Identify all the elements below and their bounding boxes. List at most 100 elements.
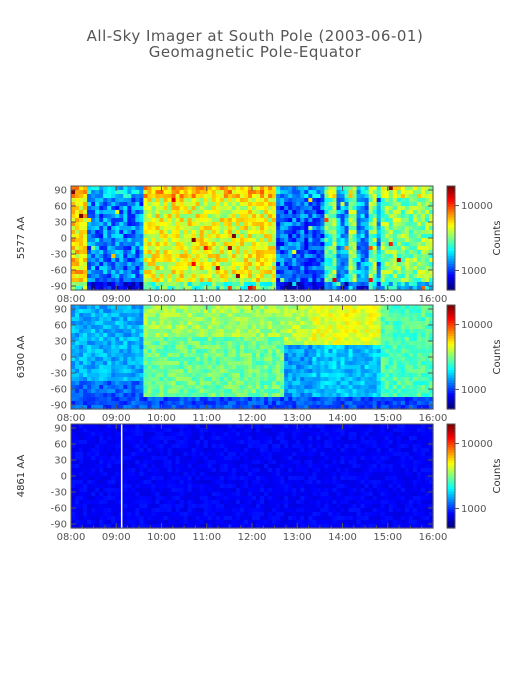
- heatmap-cell: [219, 341, 225, 346]
- heatmap-cell: [332, 345, 338, 350]
- heatmap-cell: [388, 305, 394, 310]
- heatmap-cell: [175, 194, 181, 199]
- heatmap-cell: [384, 282, 390, 287]
- heatmap-cell: [336, 282, 342, 287]
- heatmap-cell: [372, 309, 378, 314]
- heatmap-cell: [268, 274, 273, 279]
- heatmap-cell: [360, 230, 366, 235]
- heatmap-cell: [243, 333, 249, 338]
- heatmap-cell: [91, 210, 96, 215]
- heatmap-cell: [280, 242, 285, 247]
- heatmap-cell: [203, 373, 209, 378]
- heatmap-cell: [388, 214, 394, 219]
- heatmap-cell: [280, 262, 285, 267]
- heatmap-cell: [103, 266, 108, 271]
- heatmap-cell: [91, 361, 96, 366]
- heatmap-cell: [79, 436, 84, 441]
- heatmap-cell: [288, 377, 293, 382]
- heatmap-cell: [268, 242, 273, 247]
- heatmap-cell: [127, 329, 132, 334]
- heatmap-cell: [316, 198, 321, 203]
- heatmap-cell: [243, 202, 249, 207]
- heatmap-cell: [159, 389, 165, 394]
- heatmap-cell: [107, 246, 112, 251]
- heatmap-cell: [215, 266, 221, 271]
- heatmap-cell: [296, 222, 301, 227]
- heatmap-cell: [272, 333, 277, 338]
- heatmap-cell: [312, 325, 317, 330]
- heatmap-cell: [292, 389, 297, 394]
- heatmap-cell: [372, 397, 378, 402]
- heatmap-cell: [340, 254, 346, 259]
- heatmap-cell: [256, 321, 261, 326]
- heatmap-cell: [71, 448, 76, 453]
- heatmap-cell: [151, 274, 157, 279]
- heatmap-cell: [384, 353, 390, 358]
- heatmap-cell: [252, 246, 257, 251]
- heatmap-cell: [191, 262, 197, 267]
- heatmap-cell: [372, 286, 378, 291]
- heatmap-cell: [300, 226, 305, 231]
- heatmap-cell: [127, 214, 132, 219]
- heatmap-cell: [364, 337, 370, 342]
- heatmap-cell: [312, 254, 317, 259]
- heatmap-cell: [135, 266, 140, 271]
- heatmap-cell: [292, 258, 297, 263]
- heatmap-cell: [292, 317, 297, 322]
- heatmap-cell: [360, 389, 366, 394]
- heatmap-cell: [139, 345, 144, 350]
- heatmap-cell: [408, 385, 414, 390]
- heatmap-cell: [243, 401, 249, 406]
- heatmap-cell: [368, 345, 374, 350]
- heatmap-cell: [211, 206, 217, 211]
- heatmap-cell: [155, 349, 161, 354]
- heatmap-cell: [191, 313, 197, 318]
- heatmap-cell: [147, 186, 153, 191]
- heatmap-cell: [231, 214, 237, 219]
- heatmap-cell: [203, 226, 209, 231]
- heatmap-cell: [388, 278, 394, 283]
- heatmap-cell: [215, 313, 221, 318]
- heatmap-cell: [424, 286, 430, 291]
- heatmap-cell: [332, 286, 338, 291]
- heatmap-cell: [320, 270, 325, 275]
- heatmap-cell: [167, 210, 173, 215]
- heatmap-cell: [199, 210, 205, 215]
- heatmap-cell: [308, 270, 313, 275]
- colorbar-cell: [447, 282, 455, 286]
- x-tick-label: 13:00: [283, 413, 312, 424]
- heatmap-cell: [400, 369, 406, 374]
- heatmap-cell: [368, 270, 374, 275]
- heatmap-cell: [284, 286, 289, 291]
- heatmap-cell: [223, 337, 229, 342]
- heatmap-cell: [179, 389, 185, 394]
- heatmap-cell: [332, 254, 338, 259]
- heatmap-cell: [71, 516, 76, 521]
- heatmap-cell: [324, 337, 330, 342]
- heatmap-cell: [352, 222, 358, 227]
- colorbar-cell: [447, 266, 455, 270]
- heatmap-cell: [292, 210, 297, 215]
- heatmap-cell: [416, 206, 422, 211]
- heatmap-cell: [79, 198, 84, 203]
- heatmap-cell: [123, 309, 128, 314]
- heatmap-cell: [211, 190, 217, 195]
- heatmap-cell: [107, 313, 112, 318]
- heatmap-cell: [284, 278, 289, 283]
- heatmap-cell: [252, 258, 257, 263]
- heatmap-cell: [155, 353, 161, 358]
- heatmap-cell: [364, 282, 370, 287]
- heatmap-cell: [284, 242, 289, 247]
- heatmap-cell: [296, 341, 301, 346]
- heatmap-cell: [316, 218, 321, 223]
- heatmap-cell: [91, 329, 96, 334]
- heatmap-cell: [159, 385, 165, 390]
- heatmap-cell: [103, 325, 108, 330]
- heatmap-cell: [428, 202, 434, 207]
- heatmap-cell: [227, 309, 233, 314]
- heatmap-cell: [404, 274, 410, 279]
- heatmap-cell: [127, 365, 132, 370]
- heatmap-cell: [127, 397, 132, 402]
- colorbar-cell: [447, 367, 455, 371]
- heatmap-cell: [119, 377, 124, 382]
